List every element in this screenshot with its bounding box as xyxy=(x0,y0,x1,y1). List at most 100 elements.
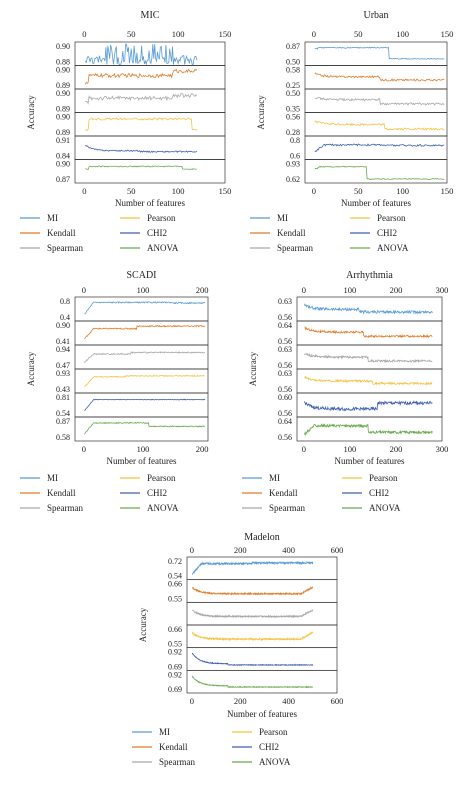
y-tick-label: 0.56 xyxy=(278,433,292,442)
subplot-frame xyxy=(74,296,209,322)
y-tick-label: 0.87 xyxy=(56,417,70,426)
subplot-frame xyxy=(296,416,443,442)
series-line-spearman xyxy=(191,609,314,619)
y-tick-label: 0.69 xyxy=(168,662,182,671)
legend-label-mi: MI xyxy=(269,473,280,483)
chart-title: MIC xyxy=(141,10,160,21)
y-tick-label: 0.89 xyxy=(56,81,70,90)
series-line-kendall xyxy=(84,68,198,85)
series-line-mi xyxy=(84,301,206,315)
x-tick-label-bottom: 400 xyxy=(282,696,295,706)
x-tick-label-bottom: 50 xyxy=(127,186,136,196)
series-line-pearson xyxy=(304,375,433,386)
x-tick-label-top: 0 xyxy=(312,29,316,39)
x-tick-label-top: 0 xyxy=(302,285,306,295)
series-line-pearson xyxy=(191,631,314,642)
subplot-frame xyxy=(186,624,338,649)
y-tick-label: 0.90 xyxy=(56,66,70,75)
y-axis-label: Accuracy xyxy=(256,95,266,130)
y-tick-label: 0.84 xyxy=(56,152,70,161)
y-tick-label: 0.8 xyxy=(60,297,70,306)
y-tick-label: 0.56 xyxy=(278,385,292,394)
x-axis-label: Number of features xyxy=(227,709,297,719)
legend-label-anova: ANOVA xyxy=(369,503,401,513)
chart-title: Madelon xyxy=(244,532,280,543)
legend-label-spearman: Spearman xyxy=(269,503,305,513)
series-line-spearman xyxy=(314,96,445,106)
y-tick-label: 0.81 xyxy=(56,393,70,402)
subplot-frame xyxy=(74,65,226,90)
legend-label-pearson: Pearson xyxy=(259,727,288,737)
y-tick-label: 0.60 xyxy=(278,393,292,402)
y-tick-label: 0.87 xyxy=(56,175,70,184)
legend-label-kendall: Kendall xyxy=(47,228,76,238)
subplot-frame xyxy=(304,135,448,160)
y-tick-label: 0.90 xyxy=(56,321,70,330)
y-tick-label: 0.35 xyxy=(286,105,300,114)
series-line-kendall xyxy=(191,586,313,596)
y-tick-label: 0.64 xyxy=(278,417,292,426)
legend-label-chi2: CHI2 xyxy=(259,742,279,752)
series-line-chi2 xyxy=(304,400,433,412)
x-axis-label: Number of features xyxy=(335,456,405,466)
legend-label-mi: MI xyxy=(277,213,288,223)
y-tick-label: 0.90 xyxy=(56,89,70,98)
chart-title: Arrhythmia xyxy=(346,270,393,281)
series-line-kendall xyxy=(84,324,205,340)
x-tick-label-bottom: 50 xyxy=(354,186,363,196)
series-line-anova xyxy=(85,165,197,171)
chart-panel-scadi: SCADI 0 0 100 100 200 200 Number of features Acc… xyxy=(20,270,208,513)
x-tick-label-bottom: 100 xyxy=(172,186,185,196)
y-tick-label: 0.25 xyxy=(286,81,300,90)
y-tick-label: 0.92 xyxy=(168,648,182,657)
y-tick-label: 0.66 xyxy=(168,625,182,634)
y-tick-label: 0.56 xyxy=(278,313,292,322)
y-tick-label: 0.63 xyxy=(278,297,292,306)
x-tick-label-top: 100 xyxy=(137,285,150,295)
y-tick-label: 0.58 xyxy=(56,433,70,442)
legend-label-mi: MI xyxy=(47,213,58,223)
legend-label-anova: ANOVA xyxy=(147,243,179,253)
series-line-chi2 xyxy=(314,143,445,153)
x-tick-label-top: 100 xyxy=(396,29,409,39)
subplot-frame xyxy=(74,88,226,113)
series-line-kendall xyxy=(304,326,433,339)
y-tick-label: 0.72 xyxy=(168,557,182,566)
series-line-mi xyxy=(304,303,433,315)
legend-label-spearman: Spearman xyxy=(47,243,83,253)
subplot-frame xyxy=(74,159,226,184)
x-tick-label-top: 600 xyxy=(331,545,344,555)
legend-label-chi2: CHI2 xyxy=(369,488,389,498)
chart-panel-mic: MIC 0 0 50 50 100 100 150 150 Number of features A… xyxy=(20,10,231,253)
series-line-chi2 xyxy=(84,398,206,411)
legend-label-pearson: Pearson xyxy=(147,213,176,223)
subplot-frame xyxy=(304,41,448,66)
series-line-spearman xyxy=(304,353,433,364)
x-tick-label-top: 300 xyxy=(436,285,449,295)
series-line-anova xyxy=(84,421,206,435)
legend-label-mi: MI xyxy=(159,727,170,737)
x-tick-label-top: 200 xyxy=(196,285,209,295)
legend-label-spearman: Spearman xyxy=(277,243,313,253)
y-tick-label: 0.4 xyxy=(60,313,70,322)
y-tick-label: 0.56 xyxy=(286,113,300,122)
legend-label-spearman: Spearman xyxy=(47,503,83,513)
y-tick-label: 0.94 xyxy=(56,345,70,354)
y-tick-label: 0.50 xyxy=(286,58,300,67)
y-tick-label: 0.93 xyxy=(286,160,300,169)
subplot-frame xyxy=(74,368,209,394)
x-tick-label-bottom: 0 xyxy=(190,696,194,706)
x-tick-label-top: 0 xyxy=(190,545,194,555)
legend-label-chi2: CHI2 xyxy=(147,488,167,498)
y-tick-label: 0.54 xyxy=(56,409,70,418)
legend-label-anova: ANOVA xyxy=(259,757,291,767)
chart-title: Urban xyxy=(364,10,389,21)
chart-panel-arrhythmia: Arrhythmia 0 0 100 100 200 200 300 300 Number of … xyxy=(242,270,448,513)
series-line-mi xyxy=(84,43,198,66)
series-line-spearman xyxy=(85,93,198,105)
series-line-pearson xyxy=(85,117,198,131)
legend-label-pearson: Pearson xyxy=(147,473,176,483)
y-tick-label: 0.8 xyxy=(290,136,300,145)
legend-label-anova: ANOVA xyxy=(377,243,409,253)
subplot-frame xyxy=(74,344,209,370)
